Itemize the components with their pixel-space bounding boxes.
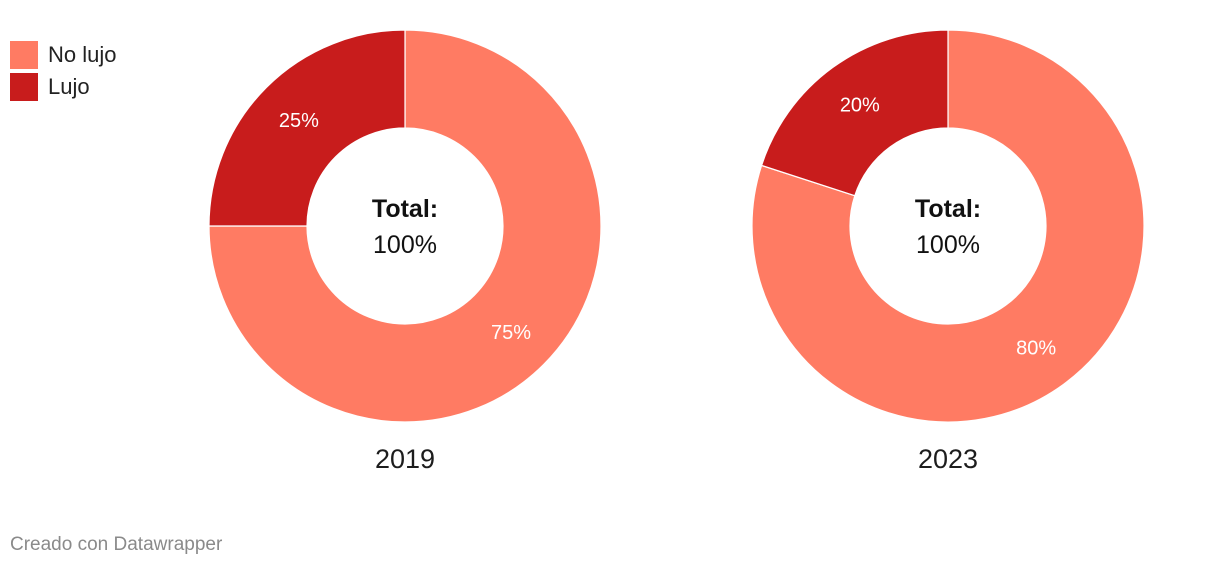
slice-no-lujo-2023	[751, 29, 1145, 423]
center-total-label-2023: Total:	[915, 195, 981, 223]
slice-label-no-lujo-2023: 80%	[1016, 337, 1056, 359]
legend-label-no-lujo: No lujo	[48, 42, 117, 67]
legend: No lujo Lujo	[10, 39, 116, 103]
center-total-label-2019: Total:	[372, 195, 438, 223]
slice-lujo-2019	[208, 29, 406, 227]
slice-label-lujo-2019: 25%	[279, 110, 319, 132]
legend-label-lujo: Lujo	[48, 74, 90, 99]
chart-year-label-2023: 2023	[918, 444, 978, 474]
slice-label-no-lujo-2019: 75%	[491, 322, 531, 344]
legend-item-no-lujo: No lujo	[10, 39, 116, 71]
center-total-value-2023: 100%	[916, 231, 980, 259]
slice-no-lujo-2019	[208, 29, 602, 423]
center-total-value-2019: 100%	[373, 231, 437, 259]
chart-year-label-2019: 2019	[375, 444, 435, 474]
slice-lujo-2023	[760, 29, 949, 197]
legend-swatch-lujo	[10, 73, 38, 101]
footer-credit: Creado con Datawrapper	[10, 534, 223, 555]
slice-label-lujo-2023: 20%	[840, 95, 880, 117]
legend-swatch-no-lujo	[10, 41, 38, 69]
legend-item-lujo: Lujo	[10, 71, 116, 103]
